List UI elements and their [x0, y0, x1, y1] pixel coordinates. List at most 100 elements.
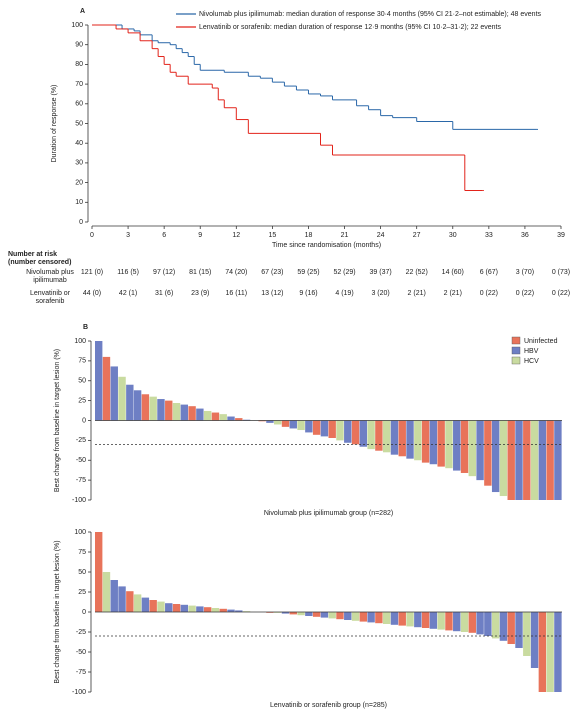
y-tick-label: -100: [72, 689, 86, 696]
panel-label: A: [80, 8, 85, 15]
x-axis-label: Time since randomisation (months): [272, 242, 381, 249]
bar: [538, 420, 547, 500]
bar: [227, 609, 235, 612]
risk-value: 0 (22): [480, 290, 498, 297]
legend-label: HBV: [524, 348, 539, 355]
bar: [102, 356, 111, 421]
bar: [523, 612, 531, 656]
bar: [133, 594, 142, 612]
y-tick-label: 100: [74, 338, 86, 345]
bar: [453, 612, 461, 632]
risk-value: 52 (29): [333, 269, 355, 276]
risk-value: 121 (0): [81, 269, 103, 276]
bar: [110, 580, 118, 612]
bar: [554, 612, 562, 692]
bar: [95, 341, 103, 421]
bar: [274, 420, 282, 425]
bar: [344, 612, 352, 620]
x-tick-label: 9: [198, 232, 202, 239]
bar: [149, 396, 157, 421]
bar: [421, 612, 430, 628]
y-tick-label: 75: [78, 358, 86, 365]
risk-value: 16 (11): [225, 290, 247, 297]
bar: [289, 612, 297, 615]
y-tick-label: 80: [75, 61, 83, 68]
bar: [554, 420, 562, 500]
risk-value: 23 (9): [191, 290, 209, 297]
bar: [219, 414, 227, 421]
y-tick-label: 90: [75, 42, 83, 49]
bar: [110, 366, 118, 421]
x-tick-label: 24: [377, 232, 385, 239]
y-tick-label: 0: [79, 219, 83, 226]
bar: [149, 600, 157, 612]
bar: [445, 612, 453, 631]
bar: [227, 416, 235, 421]
bar: [328, 420, 336, 438]
bar: [157, 399, 165, 421]
bar: [499, 420, 508, 497]
risk-value: 3 (20): [371, 290, 389, 297]
bar: [95, 532, 103, 612]
y-tick-label: 25: [78, 397, 86, 404]
bar: [476, 420, 484, 481]
bar: [203, 410, 212, 421]
bar: [429, 612, 438, 629]
bar: [305, 612, 313, 616]
bar: [499, 612, 508, 641]
bar: [468, 612, 476, 633]
x-tick-label: 3: [126, 232, 130, 239]
legend-label: HCV: [524, 358, 539, 365]
bar: [359, 420, 368, 447]
y-tick-label: -100: [72, 497, 86, 504]
bar: [491, 612, 500, 639]
x-tick-label: 30: [449, 232, 457, 239]
bar: [460, 612, 469, 632]
y-tick-label: 50: [78, 378, 86, 385]
bar: [274, 612, 282, 613]
bar: [219, 608, 227, 612]
bar: [484, 612, 492, 636]
bar: [172, 403, 181, 421]
x-tick-label: 21: [341, 232, 349, 239]
bar: [523, 420, 531, 500]
bar: [546, 612, 554, 692]
bar: [133, 390, 142, 421]
bar: [367, 420, 375, 450]
risk-value: 2 (21): [444, 290, 462, 297]
bar: [507, 612, 515, 644]
bar: [266, 612, 274, 613]
y-tick-label: -75: [76, 477, 86, 484]
bar: [421, 420, 430, 463]
bar: [305, 420, 313, 433]
risk-value: 31 (6): [155, 290, 173, 297]
y-tick-label: 60: [75, 101, 83, 108]
bar: [180, 404, 189, 421]
bar: [235, 418, 243, 421]
bar: [196, 408, 204, 421]
y-tick-label: 50: [78, 569, 86, 576]
bar: [157, 601, 165, 612]
risk-value: 44 (0): [83, 290, 101, 297]
bar: [118, 586, 126, 612]
bar: [328, 612, 336, 619]
y-tick-label: -50: [76, 649, 86, 656]
bar: [414, 420, 422, 461]
bar: [118, 376, 126, 421]
bar: [398, 612, 406, 626]
legend-swatch: [511, 346, 521, 355]
bar: [390, 612, 399, 625]
bar: [320, 420, 329, 437]
risk-value: 67 (23): [261, 269, 283, 276]
x-tick-label: 18: [305, 232, 313, 239]
x-tick-label: 39: [557, 232, 565, 239]
bar: [484, 420, 492, 486]
bar: [437, 420, 445, 467]
bar: [414, 612, 422, 628]
bar: [281, 612, 290, 614]
risk-value: 39 (37): [370, 269, 392, 276]
y-axis-label: Best change from baseline in target lesi…: [54, 540, 61, 683]
bar: [429, 420, 438, 465]
bar: [491, 420, 500, 493]
y-tick-label: -50: [76, 457, 86, 464]
